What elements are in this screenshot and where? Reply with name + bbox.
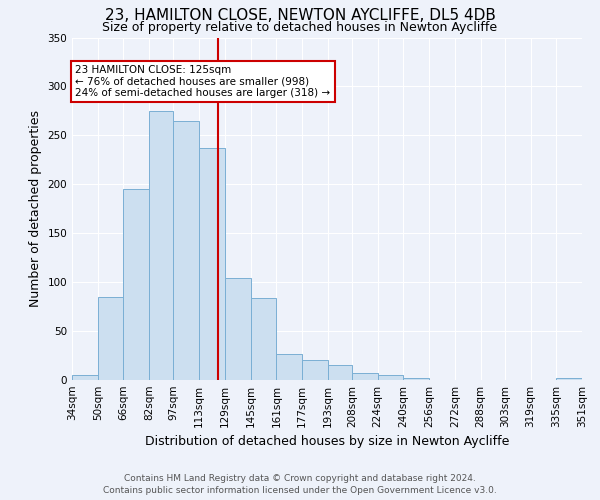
- Bar: [199, 148, 225, 380]
- Bar: [225, 278, 251, 380]
- Bar: [302, 360, 328, 380]
- Bar: [377, 375, 403, 380]
- Bar: [556, 378, 582, 380]
- Bar: [352, 373, 377, 380]
- Bar: [98, 297, 124, 380]
- Text: Contains HM Land Registry data © Crown copyright and database right 2024.
Contai: Contains HM Land Registry data © Crown c…: [103, 474, 497, 495]
- Bar: [173, 120, 199, 380]
- Bar: [328, 366, 352, 380]
- Bar: [149, 111, 173, 380]
- Bar: [277, 354, 302, 380]
- Y-axis label: Number of detached properties: Number of detached properties: [29, 110, 42, 307]
- Bar: [124, 189, 149, 380]
- Text: Size of property relative to detached houses in Newton Aycliffe: Size of property relative to detached ho…: [103, 21, 497, 34]
- X-axis label: Distribution of detached houses by size in Newton Aycliffe: Distribution of detached houses by size …: [145, 436, 509, 448]
- Bar: [251, 298, 277, 380]
- Text: 23, HAMILTON CLOSE, NEWTON AYCLIFFE, DL5 4DB: 23, HAMILTON CLOSE, NEWTON AYCLIFFE, DL5…: [104, 8, 496, 22]
- Bar: [72, 375, 98, 380]
- Text: 23 HAMILTON CLOSE: 125sqm
← 76% of detached houses are smaller (998)
24% of semi: 23 HAMILTON CLOSE: 125sqm ← 76% of detac…: [75, 65, 331, 98]
- Bar: [403, 378, 429, 380]
